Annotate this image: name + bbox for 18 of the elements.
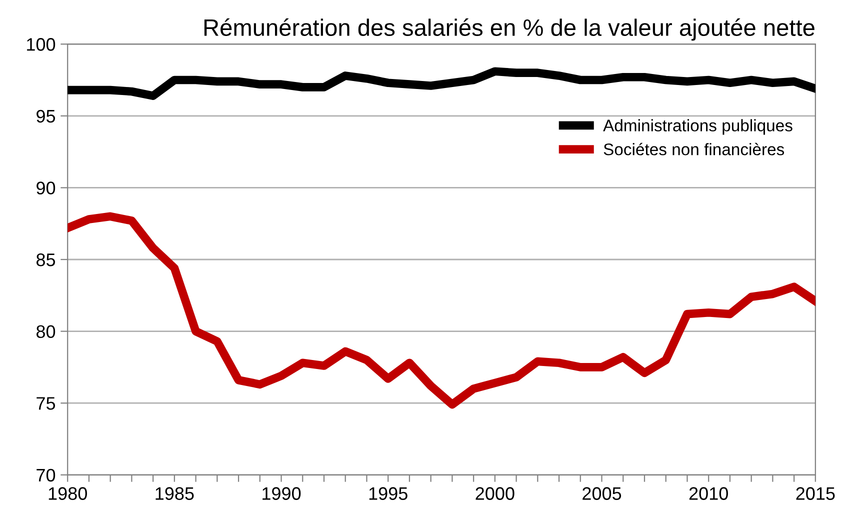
y-tick-label: 95 bbox=[36, 110, 56, 123]
y-tick-label: 80 bbox=[36, 325, 56, 338]
x-tick-label: 2005 bbox=[582, 487, 622, 500]
x-tick-label: 2015 bbox=[796, 487, 835, 500]
legend-label: Administrations publiques bbox=[603, 119, 792, 135]
x-tick-label: 1985 bbox=[156, 487, 194, 500]
x-tick-label: 2000 bbox=[476, 487, 514, 500]
x-tick-label: 2010 bbox=[689, 487, 728, 500]
y-tick-label: 85 bbox=[36, 253, 56, 266]
legend-label: Sociétes non financières bbox=[604, 142, 784, 156]
chart-title: Rémunération des salariés en % de la valeur ajoutée nette bbox=[204, 18, 814, 41]
y-tick-label: 90 bbox=[36, 182, 56, 194]
y-tick-label: 75 bbox=[36, 397, 56, 410]
y-tick-label: 100 bbox=[27, 38, 56, 51]
x-tick-label: 1990 bbox=[262, 487, 301, 500]
y-tick-label: 70 bbox=[36, 468, 56, 482]
x-tick-label: 1980 bbox=[48, 487, 87, 500]
x-tick-label: 1995 bbox=[369, 487, 408, 500]
